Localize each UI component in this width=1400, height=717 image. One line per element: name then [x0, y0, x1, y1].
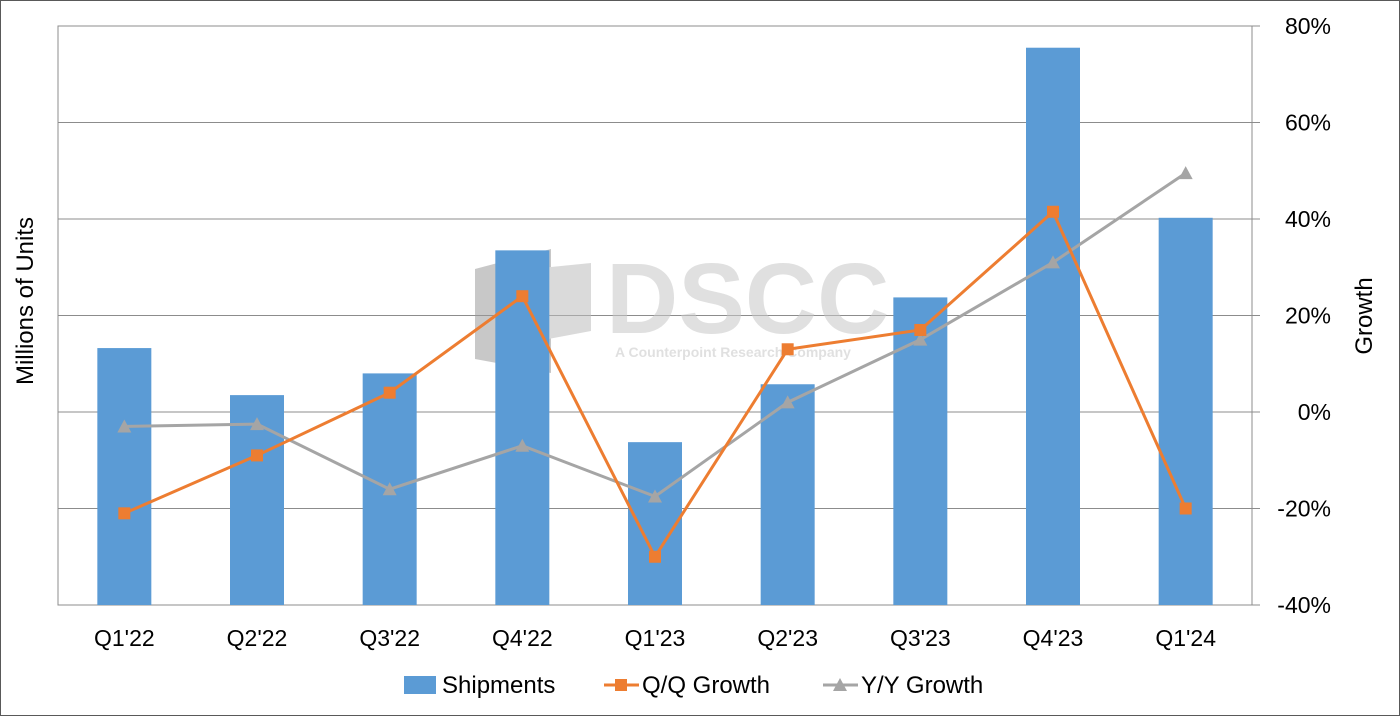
point-q-q-growth — [251, 449, 263, 462]
legend-swatch-shipments — [404, 676, 436, 694]
line-series — [117, 166, 1193, 563]
x-tick-label: Q1'23 — [625, 625, 686, 651]
legend: Shipments Q/Q Growth Y/Y Growth — [404, 672, 983, 699]
point-q-q-growth — [118, 507, 131, 520]
point-y-y-growth — [648, 489, 662, 503]
bar-shipments — [97, 348, 152, 605]
bar-shipments — [1158, 217, 1213, 605]
legend-marker-qq-growth — [615, 679, 627, 691]
y-right-tick-label: 20% — [1285, 303, 1331, 329]
y-axis-left-title: Millions of Units — [12, 217, 39, 385]
point-y-y-growth — [780, 395, 795, 409]
y-right-tick-label: 60% — [1285, 110, 1331, 136]
y-right-tick-label: 0% — [1298, 399, 1331, 425]
x-tick-label: Q3'22 — [359, 625, 420, 651]
x-tick-label: Q4'22 — [492, 625, 553, 651]
x-tick-label: Q2'23 — [757, 625, 818, 651]
point-y-y-growth — [382, 482, 397, 496]
legend-label-qq-growth: Q/Q Growth — [642, 672, 770, 699]
y-right-tick-label: 80% — [1285, 13, 1331, 39]
bar-shipments — [495, 250, 550, 606]
point-q-q-growth — [649, 550, 661, 563]
point-y-y-growth — [250, 417, 264, 431]
watermark-logo-text: DSCC — [606, 243, 889, 355]
bar-shipments — [760, 384, 815, 605]
point-q-q-growth — [383, 386, 396, 399]
x-tick-label: Q2'22 — [227, 625, 288, 651]
point-y-y-growth — [913, 332, 928, 346]
y-axis-right-title: Growth — [1351, 277, 1378, 354]
y-right-tick-label: -40% — [1277, 592, 1331, 618]
x-tick-label: Q4'23 — [1023, 625, 1084, 651]
point-y-y-growth — [117, 419, 132, 433]
y-axis-right-ticks: 80% 60% 40% 20% 0% -20% -40% — [1252, 13, 1331, 618]
legend-label-shipments: Shipments — [442, 672, 555, 699]
point-q-q-growth — [516, 290, 529, 303]
bar-shipments — [230, 395, 284, 605]
y-right-tick-label: 40% — [1285, 206, 1331, 232]
legend-label-yy-growth: Y/Y Growth — [861, 672, 983, 699]
point-q-q-growth — [1047, 205, 1059, 218]
y-right-tick-label: -20% — [1277, 496, 1331, 522]
x-tick-label: Q1'24 — [1155, 625, 1216, 651]
x-tick-label: Q3'23 — [890, 625, 951, 651]
x-tick-label: Q1'22 — [94, 625, 155, 651]
legend-marker-yy-growth — [833, 678, 847, 691]
point-y-y-growth — [515, 438, 530, 452]
x-axis-ticks: Q1'22 Q2'22 Q3'22 Q4'22 Q1'23 Q2'23 Q3'23 Q4'23… — [94, 625, 1216, 651]
point-y-y-growth — [1046, 255, 1060, 269]
point-q-q-growth — [1179, 502, 1192, 515]
point-q-q-growth — [781, 343, 794, 356]
point-q-q-growth — [914, 323, 927, 336]
bar-shipments — [1026, 47, 1080, 605]
point-y-y-growth — [1178, 166, 1193, 180]
bar-shipments — [628, 442, 682, 605]
